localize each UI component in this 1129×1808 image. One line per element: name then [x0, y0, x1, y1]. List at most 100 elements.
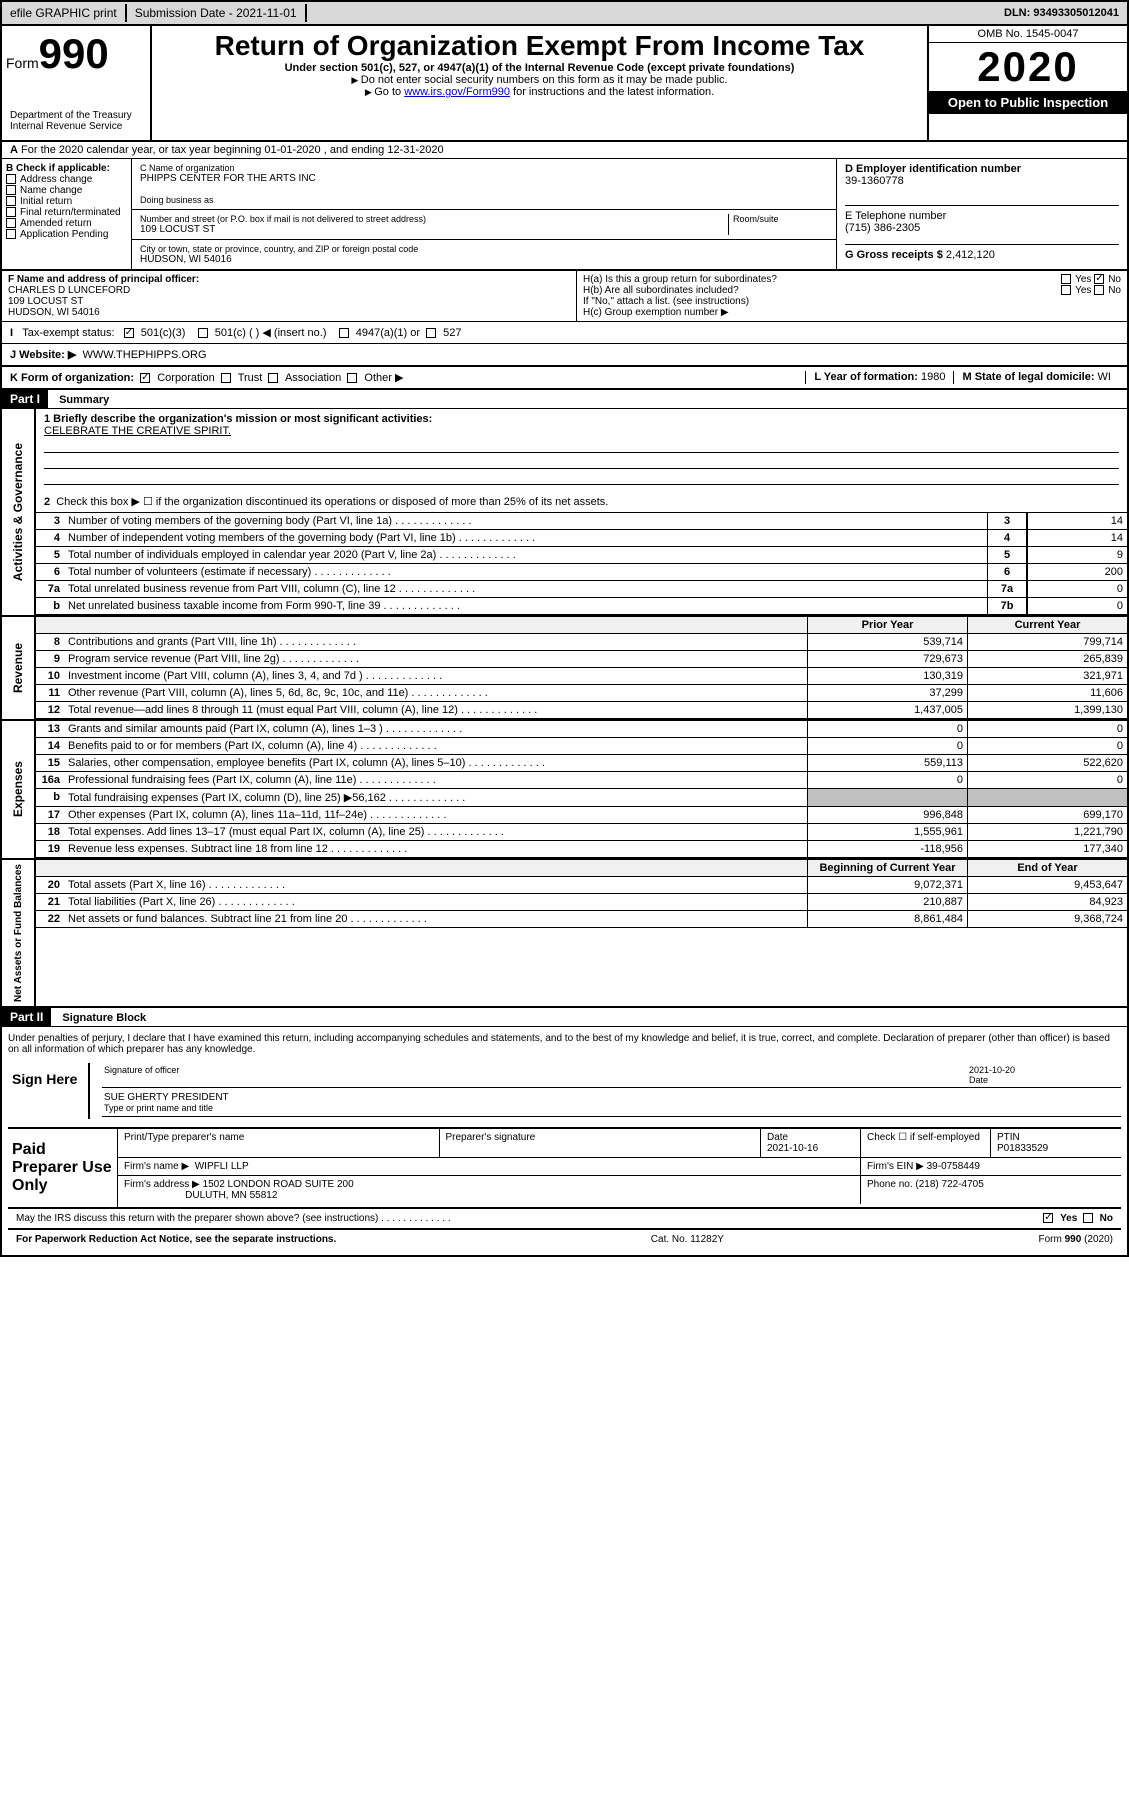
form-number: 990	[39, 30, 109, 77]
fin-line: 16aProfessional fundraising fees (Part I…	[36, 772, 1127, 789]
checkbox-ha-no[interactable]	[1094, 274, 1104, 284]
tax-status-label: Tax-exempt status:	[22, 327, 114, 339]
omb-number: OMB No. 1545-0047	[929, 26, 1127, 43]
sign-here-label: Sign Here	[8, 1063, 88, 1119]
firm-name: WIPFLI LLP	[195, 1161, 249, 1172]
begin-year-header: Beginning of Current Year	[807, 860, 967, 876]
fin-line: 18Total expenses. Add lines 13–17 (must …	[36, 824, 1127, 841]
city-label: City or town, state or province, country…	[140, 244, 828, 254]
fin-line: 19Revenue less expenses. Subtract line 1…	[36, 841, 1127, 858]
prior-year-header: Prior Year	[807, 617, 967, 633]
checkbox-amended[interactable]	[6, 218, 16, 228]
form-subtitle: Under section 501(c), 527, or 4947(a)(1)…	[156, 62, 923, 74]
year-box: OMB No. 1545-0047 2020 Open to Public In…	[927, 26, 1127, 140]
room-label: Room/suite	[733, 214, 828, 224]
gov-line: 7aTotal unrelated business revenue from …	[36, 581, 1127, 598]
header: Form990 Department of the Treasury Inter…	[2, 26, 1127, 140]
checkbox-501c3[interactable]	[124, 328, 134, 338]
governance-section: Activities & Governance 1 Briefly descri…	[2, 409, 1127, 617]
officer-row: F Name and address of principal officer:…	[2, 271, 1127, 322]
prep-date: 2021-10-16	[767, 1143, 818, 1154]
website-row: J Website: ▶ WWW.THEPHIPPS.ORG	[2, 344, 1127, 367]
col-c: C Name of organization PHIPPS CENTER FOR…	[132, 159, 837, 269]
fin-line: 8Contributions and grants (Part VIII, li…	[36, 634, 1127, 651]
fin-line: 20Total assets (Part X, line 16)9,072,37…	[36, 877, 1127, 894]
irs-link[interactable]: www.irs.gov/Form990	[404, 86, 510, 98]
note2-pre: Go to	[374, 86, 404, 98]
col-b: B Check if applicable: Address change Na…	[2, 159, 132, 269]
fin-line: 17Other expenses (Part IX, column (A), l…	[36, 807, 1127, 824]
ptin-value: P01833529	[997, 1143, 1048, 1154]
checkbox-corp[interactable]	[140, 373, 150, 383]
fin-line: 10Investment income (Part VIII, column (…	[36, 668, 1127, 685]
ein-value: 39-1360778	[845, 175, 904, 187]
checkbox-hb-no[interactable]	[1094, 285, 1104, 295]
col-b-label: B Check if applicable:	[6, 163, 110, 174]
cat-number: Cat. No. 11282Y	[651, 1234, 724, 1245]
state-domicile-label: M State of legal domicile:	[962, 371, 1097, 383]
form-label: Form	[6, 55, 39, 71]
phone-label: E Telephone number	[845, 210, 946, 222]
note-link: Go to www.irs.gov/Form990 for instructio…	[156, 86, 923, 98]
checkbox-501c[interactable]	[198, 328, 208, 338]
firm-addr-label: Firm's address ▶	[124, 1179, 200, 1190]
signature-block: Under penalties of perjury, I declare th…	[2, 1027, 1127, 1255]
revenue-section: Revenue Prior Year Current Year 8Contrib…	[2, 617, 1127, 721]
checkbox-discuss-no[interactable]	[1083, 1213, 1093, 1223]
officer-name: CHARLES D LUNCEFORD	[8, 285, 130, 296]
part1-title: Summary	[51, 394, 109, 406]
ha-label: H(a) Is this a group return for subordin…	[583, 274, 777, 285]
year-formation: 1980	[921, 371, 945, 383]
inspection-label: Open to Public Inspection	[929, 91, 1127, 114]
checkbox-assoc[interactable]	[268, 373, 278, 383]
checkbox-527[interactable]	[426, 328, 436, 338]
org-form-row: K Form of organization: Corporation Trus…	[2, 367, 1127, 390]
mission-block: 1 Briefly describe the organization's mi…	[36, 409, 1127, 491]
city-value: HUDSON, WI 54016	[140, 254, 828, 265]
hc-label: H(c) Group exemption number ▶	[583, 307, 729, 318]
expenses-side-label: Expenses	[9, 757, 27, 821]
firm-phone: (218) 722-4705	[915, 1179, 983, 1190]
form-number-box: Form990 Department of the Treasury Inter…	[2, 26, 152, 140]
preparer-label: Paid Preparer Use Only	[8, 1129, 118, 1207]
firm-name-label: Firm's name ▶	[124, 1161, 189, 1172]
checkbox-final[interactable]	[6, 207, 16, 217]
fin-line: 15Salaries, other compensation, employee…	[36, 755, 1127, 772]
checkbox-initial[interactable]	[6, 196, 16, 206]
part2-badge: Part II	[2, 1008, 51, 1026]
topbar: efile GRAPHIC print Submission Date - 20…	[2, 2, 1127, 26]
fin-line: 14Benefits paid to or for members (Part …	[36, 738, 1127, 755]
form-title: Return of Organization Exempt From Incom…	[156, 30, 923, 62]
governance-side-label: Activities & Governance	[9, 439, 27, 585]
checkbox-name[interactable]	[6, 185, 16, 195]
preparer-block: Paid Preparer Use Only Print/Type prepar…	[8, 1127, 1121, 1209]
checkbox-hb-yes[interactable]	[1061, 285, 1071, 295]
checkbox-address[interactable]	[6, 174, 16, 184]
org-name-label: C Name of organization	[140, 163, 828, 173]
checkbox-discuss-yes[interactable]	[1043, 1213, 1053, 1223]
checkbox-4947[interactable]	[339, 328, 349, 338]
discuss-row: May the IRS discuss this return with the…	[8, 1209, 1121, 1230]
name-change-label: Name change	[20, 185, 82, 196]
type-name-label: Type or print name and title	[104, 1103, 213, 1113]
note-ssn: Do not enter social security numbers on …	[156, 74, 923, 86]
fin-line: 9Program service revenue (Part VIII, lin…	[36, 651, 1127, 668]
checkbox-ha-yes[interactable]	[1061, 274, 1071, 284]
current-year-header: Current Year	[967, 617, 1127, 633]
penalty-text: Under penalties of perjury, I declare th…	[8, 1033, 1121, 1055]
tax-year: 2020	[929, 43, 1127, 91]
dba-label: Doing business as	[140, 195, 828, 205]
gov-line: 4Number of independent voting members of…	[36, 530, 1127, 547]
fin-line: 21Total liabilities (Part X, line 26)210…	[36, 894, 1127, 911]
gov-line: bNet unrelated business taxable income f…	[36, 598, 1127, 615]
checkbox-trust[interactable]	[221, 373, 231, 383]
amended-return-label: Amended return	[20, 218, 92, 229]
checkbox-pending[interactable]	[6, 229, 16, 239]
submission-date: Submission Date - 2021-11-01	[127, 4, 307, 22]
final-return-label: Final return/terminated	[20, 207, 121, 218]
checkbox-other[interactable]	[347, 373, 357, 383]
line2-text: Check this box ▶ ☐ if the organization d…	[56, 496, 608, 508]
part2-header: Part II Signature Block	[2, 1008, 1127, 1027]
org-name: PHIPPS CENTER FOR THE ARTS INC	[140, 173, 828, 184]
dept-label: Department of the Treasury Internal Reve…	[6, 106, 146, 136]
